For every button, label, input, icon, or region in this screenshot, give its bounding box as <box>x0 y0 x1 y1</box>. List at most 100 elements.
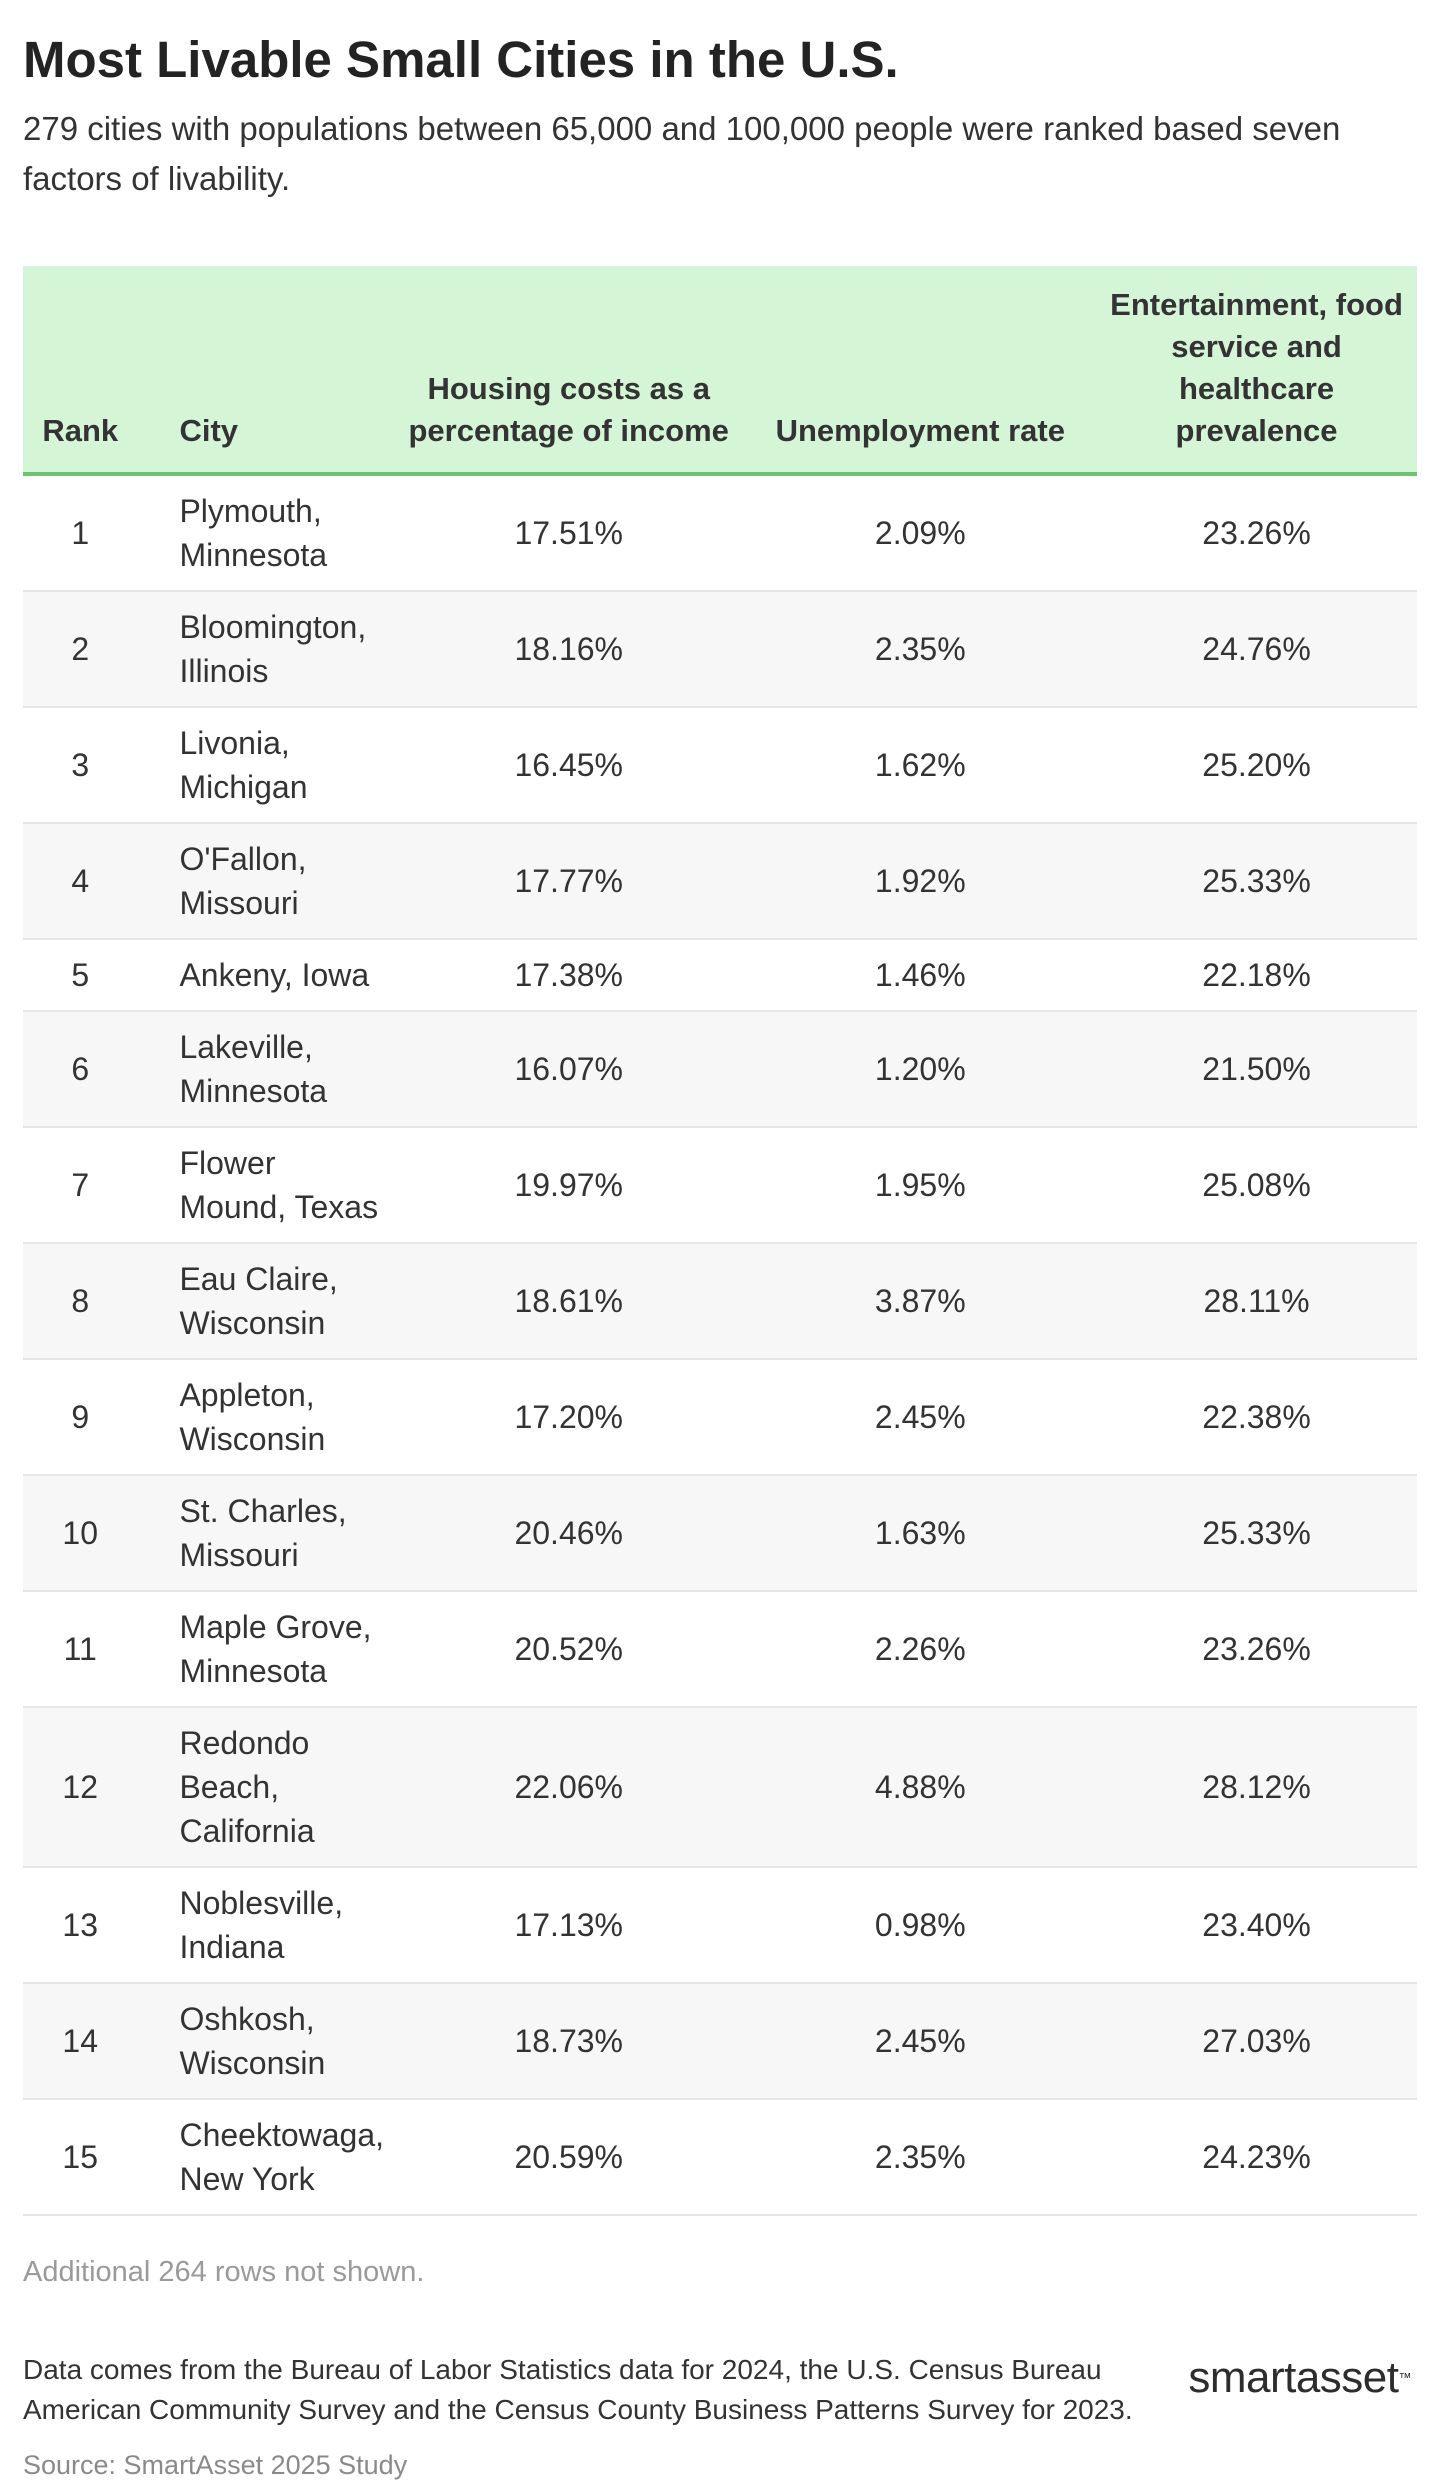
cell-rank: 11 <box>23 1591 138 1708</box>
logo-trademark: ™ <box>1398 2370 1412 2385</box>
chart-title: Most Livable Small Cities in the U.S. <box>23 31 899 88</box>
cell-rank: 13 <box>23 1867 138 1984</box>
cell-city: Maple Grove, Minnesota <box>137 1591 393 1708</box>
cell-unemployment: 1.92% <box>744 823 1097 940</box>
cell-unemployment: 1.95% <box>744 1127 1097 1244</box>
table-header-row: Rank City Housing costs as a percentage … <box>23 266 1417 476</box>
cell-city: Ankeny, Iowa <box>137 939 393 1012</box>
cell-unemployment: 4.88% <box>744 1707 1097 1868</box>
footer: Data comes from the Bureau of Labor Stat… <box>23 2350 1417 2484</box>
table-row: 4 O'Fallon, Missouri 17.77% 1.92% 25.33% <box>23 823 1417 940</box>
cell-rank: 12 <box>23 1707 138 1868</box>
cell-rank: 5 <box>23 939 138 1012</box>
cell-unemployment: 2.26% <box>744 1591 1097 1708</box>
cell-city: Cheektowaga, New York <box>137 2099 393 2216</box>
cell-housing: 16.45% <box>392 707 745 824</box>
smartasset-logo: smartasset™ <box>1188 2356 1411 2400</box>
cell-city: St. Charles, Missouri <box>137 1475 393 1592</box>
source-credit: Source: SmartAsset 2025 Study <box>23 2450 408 2480</box>
table-row: 12 Redondo Beach, California 22.06% 4.88% 28… <box>23 1707 1417 1868</box>
cell-city: Plymouth, Minnesota <box>137 474 393 592</box>
cell-unemployment: 1.63% <box>744 1475 1097 1592</box>
cell-unemployment: 1.46% <box>744 939 1097 1012</box>
cell-entertainment: 28.11% <box>1096 1243 1417 1360</box>
table-body: 1 Plymouth, Minnesota 17.51% 2.09% 23.26% 2 Bl… <box>23 474 1417 2216</box>
cell-housing: 17.20% <box>392 1359 745 1476</box>
cell-unemployment: 1.62% <box>744 707 1097 824</box>
cell-unemployment: 2.09% <box>744 474 1097 592</box>
rows-not-shown-note: Additional 264 rows not shown. <box>23 2256 425 2288</box>
cell-city: Appleton, Wisconsin <box>137 1359 393 1476</box>
cell-entertainment: 23.26% <box>1096 1591 1417 1708</box>
cell-rank: 2 <box>23 591 138 708</box>
cell-rank: 7 <box>23 1127 138 1244</box>
cell-entertainment: 24.23% <box>1096 2099 1417 2216</box>
cell-rank: 1 <box>23 474 138 592</box>
cell-housing: 17.13% <box>392 1867 745 1984</box>
cell-entertainment: 24.76% <box>1096 591 1417 708</box>
cell-housing: 22.06% <box>392 1707 745 1868</box>
cell-entertainment: 28.12% <box>1096 1707 1417 1868</box>
cell-entertainment: 21.50% <box>1096 1011 1417 1128</box>
cell-housing: 19.97% <box>392 1127 745 1244</box>
table-row: 13 Noblesville, Indiana 17.13% 0.98% 23.40% <box>23 1867 1417 1984</box>
cell-unemployment: 2.45% <box>744 1359 1097 1476</box>
column-header-unemployment: Unemployment rate <box>744 266 1097 476</box>
cell-entertainment: 23.40% <box>1096 1867 1417 1984</box>
cell-housing: 18.16% <box>392 591 745 708</box>
cell-entertainment: 25.33% <box>1096 1475 1417 1592</box>
cell-rank: 10 <box>23 1475 138 1592</box>
cell-housing: 18.61% <box>392 1243 745 1360</box>
column-header-rank: Rank <box>23 266 138 476</box>
cell-housing: 17.51% <box>392 474 745 592</box>
cell-housing: 18.73% <box>392 1983 745 2100</box>
cell-rank: 9 <box>23 1359 138 1476</box>
cell-rank: 14 <box>23 1983 138 2100</box>
table-row: 11 Maple Grove, Minnesota 20.52% 2.26% 23.26… <box>23 1591 1417 1708</box>
column-header-housing: Housing costs as a percentage of income <box>392 266 745 476</box>
chart-subtitle: 279 cities with populations between 65,0… <box>23 110 1341 197</box>
table-row: 6 Lakeville, Minnesota 16.07% 1.20% 21.50% <box>23 1011 1417 1128</box>
cell-housing: 20.46% <box>392 1475 745 1592</box>
cell-city: Eau Claire, Wisconsin <box>137 1243 393 1360</box>
cell-unemployment: 2.35% <box>744 2099 1097 2216</box>
cell-unemployment: 1.20% <box>744 1011 1097 1128</box>
cell-rank: 15 <box>23 2099 138 2216</box>
cell-rank: 3 <box>23 707 138 824</box>
table-row: 2 Bloomington, Illinois 18.16% 2.35% 24.76% <box>23 591 1417 708</box>
table-row: 3 Livonia, Michigan 16.45% 1.62% 25.20% <box>23 707 1417 824</box>
cell-rank: 4 <box>23 823 138 940</box>
cell-unemployment: 2.35% <box>744 591 1097 708</box>
table-row: 7 Flower Mound, Texas 19.97% 1.95% 25.08% <box>23 1127 1417 1244</box>
cell-unemployment: 3.87% <box>744 1243 1097 1360</box>
cell-city: Flower Mound, Texas <box>137 1127 393 1244</box>
column-header-city: City <box>137 266 393 476</box>
column-header-entertainment: Entertainment, food service and healthca… <box>1096 266 1417 476</box>
cell-unemployment: 0.98% <box>744 1867 1097 1984</box>
cell-rank: 6 <box>23 1011 138 1128</box>
cell-housing: 16.07% <box>392 1011 745 1128</box>
livability-table: Rank City Housing costs as a percentage … <box>23 266 1417 2216</box>
cell-entertainment: 22.38% <box>1096 1359 1417 1476</box>
logo-part-asset: asset <box>1295 2353 1399 2402</box>
table-row: 9 Appleton, Wisconsin 17.20% 2.45% 22.38% <box>23 1359 1417 1476</box>
cell-city: Bloomington, Illinois <box>137 591 393 708</box>
cell-entertainment: 25.20% <box>1096 707 1417 824</box>
table-row: 15 Cheektowaga, New York 20.59% 2.35% 24.23% <box>23 2099 1417 2216</box>
cell-entertainment: 22.18% <box>1096 939 1417 1012</box>
data-source-description: Data comes from the Bureau of Labor Stat… <box>23 2354 1133 2425</box>
cell-city: O'Fallon, Missouri <box>137 823 393 940</box>
cell-housing: 17.38% <box>392 939 745 1012</box>
cell-entertainment: 25.08% <box>1096 1127 1417 1244</box>
cell-entertainment: 27.03% <box>1096 1983 1417 2100</box>
table-row: 1 Plymouth, Minnesota 17.51% 2.09% 23.26% <box>23 474 1417 592</box>
cell-housing: 20.52% <box>392 1591 745 1708</box>
cell-entertainment: 25.33% <box>1096 823 1417 940</box>
cell-city: Redondo Beach, California <box>137 1707 393 1868</box>
cell-city: Noblesville, Indiana <box>137 1867 393 1984</box>
logo-part-smart: smart <box>1188 2353 1296 2402</box>
cell-housing: 20.59% <box>392 2099 745 2216</box>
cell-city: Livonia, Michigan <box>137 707 393 824</box>
cell-entertainment: 23.26% <box>1096 474 1417 592</box>
